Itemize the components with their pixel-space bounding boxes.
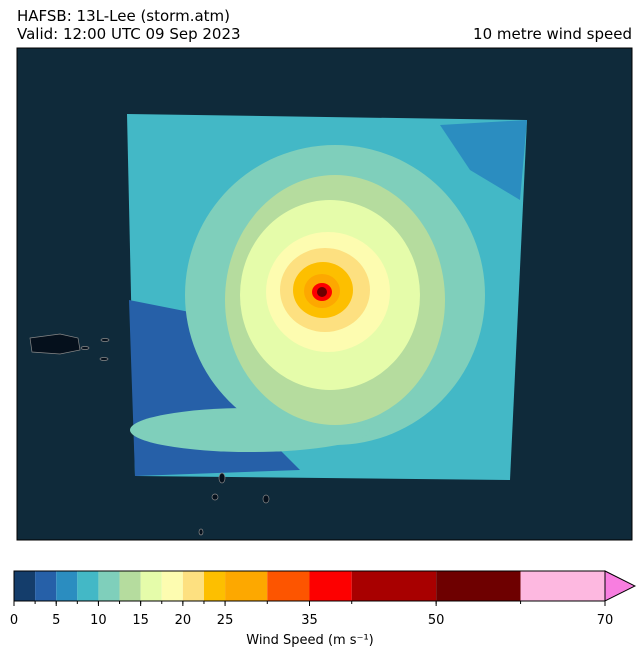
- colorbar-segment: [56, 571, 78, 601]
- colorbar-tick-label: 35: [301, 613, 318, 628]
- colorbar-segment: [351, 571, 437, 601]
- colorbar-tick-label: 25: [217, 613, 234, 628]
- island: [29, 333, 81, 355]
- colorbar-tick-label: 20: [175, 613, 192, 628]
- title: HAFSB: 13L-Lee (storm.atm): [17, 7, 230, 25]
- colorbar-segment: [77, 571, 99, 601]
- colorbar-tick-label: 15: [132, 613, 149, 628]
- colorbar-tick-label: 5: [52, 613, 60, 628]
- colorbar-segment: [309, 571, 352, 601]
- low-wind-region: [440, 120, 527, 200]
- colorbar-segment: [182, 571, 204, 601]
- colorbar-segment: [225, 571, 268, 601]
- colorbar-tick-label: 50: [428, 613, 445, 628]
- colorbar-tick-label: 70: [597, 613, 614, 628]
- eyewall: [317, 287, 327, 297]
- map: [16, 47, 633, 541]
- colorbar-segment: [140, 571, 162, 601]
- colorbar-label: Wind Speed (m s⁻¹): [246, 633, 373, 648]
- islands: [80, 338, 270, 536]
- colorbar-segment: [161, 571, 183, 601]
- colorbar-extend: [604, 570, 637, 602]
- colorbar-segment: [267, 571, 310, 601]
- valid-time: Valid: 12:00 UTC 09 Sep 2023: [17, 25, 241, 43]
- colorbar-segment: [35, 571, 57, 601]
- colorbar-segment: [14, 571, 36, 601]
- colorbar-segment: [520, 571, 605, 601]
- field-name: 10 metre wind speed: [473, 25, 632, 43]
- colorbar-tick-label: 0: [10, 613, 18, 628]
- colorbar-tick-label: 10: [90, 613, 107, 628]
- colorbar-segment: [436, 571, 521, 601]
- colorbar-segment: [203, 571, 226, 601]
- colorbar: 0 5 10 15 20 25 35 50 70: [10, 570, 637, 628]
- colorbar-segment: [98, 571, 120, 601]
- colorbar-segment: [119, 571, 141, 601]
